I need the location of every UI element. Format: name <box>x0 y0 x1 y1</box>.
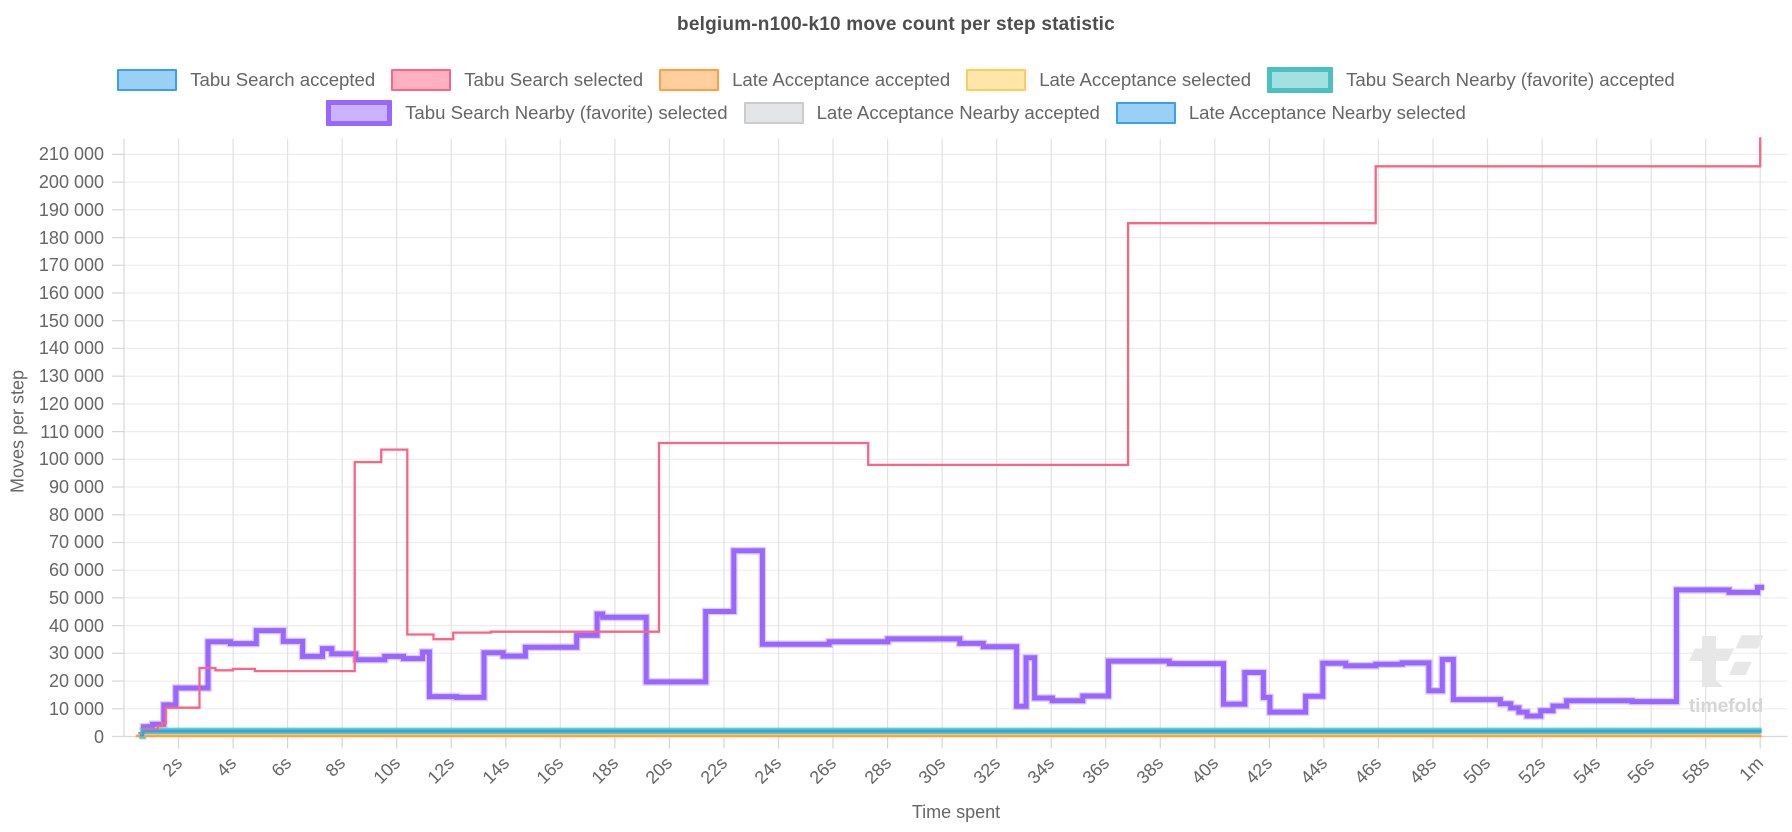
legend-swatch-icon <box>391 69 452 91</box>
y-tick-label: 170 000 <box>38 255 104 276</box>
y-tick-label: 10 000 <box>48 698 104 719</box>
y-tick-label: 130 000 <box>38 366 104 387</box>
grid-lines <box>112 138 1788 749</box>
legend-label: Late Acceptance accepted <box>732 69 951 90</box>
y-tick-label: 120 000 <box>38 393 104 414</box>
y-tick-label: 80 000 <box>48 504 104 525</box>
series-line <box>139 730 1762 737</box>
y-tick-label: 30 000 <box>48 643 104 664</box>
legend-swatch-icon <box>659 69 720 91</box>
legend-label: Late Acceptance Nearby selected <box>1188 102 1466 123</box>
y-tick-label: 200 000 <box>38 172 104 193</box>
y-tick-label: 160 000 <box>38 283 104 303</box>
y-tick-label: 110 000 <box>40 421 104 442</box>
legend-item[interactable]: Late Acceptance accepted <box>659 69 950 91</box>
legend-label: Tabu Search Nearby (favorite) accepted <box>1346 69 1675 90</box>
legend-item[interactable]: Tabu Search Nearby (favorite) selected <box>326 100 728 126</box>
series-line <box>140 137 1762 734</box>
legend-swatch-icon <box>117 69 178 91</box>
legend-row-2: Tabu Search Nearby (favorite) selected La… <box>0 99 1792 127</box>
y-axis-title: Moves per step <box>7 369 28 494</box>
y-tick-label: 100 000 <box>38 449 104 470</box>
y-tick-label: 0 <box>93 726 104 747</box>
legend-item[interactable]: Late Acceptance selected <box>966 69 1251 91</box>
legend-swatch-icon <box>743 102 804 124</box>
y-tick-label: 140 000 <box>38 338 104 359</box>
legend-label: Late Acceptance Nearby accepted <box>816 102 1100 123</box>
legend-item[interactable]: Tabu Search Nearby (favorite) accepted <box>1267 67 1675 93</box>
y-tick-label: 90 000 <box>48 477 104 498</box>
watermark-text: timefold <box>1688 695 1764 717</box>
legend-label: Tabu Search accepted <box>190 69 376 90</box>
y-tick-label: 190 000 <box>38 199 104 220</box>
legend-label: Tabu Search Nearby (favorite) selected <box>405 102 728 123</box>
y-tick-label: 50 000 <box>48 587 104 608</box>
x-axis-title: Time spent <box>911 802 1001 822</box>
legend-swatch-icon <box>1267 67 1334 93</box>
y-tick-label: 40 000 <box>48 615 104 636</box>
y-tick-label: 180 000 <box>38 227 104 248</box>
legend-row-1: Tabu Search accepted Tabu Search selected… <box>0 66 1792 94</box>
y-tick-label: 150 000 <box>38 310 104 331</box>
y-tick-label: 60 000 <box>48 560 104 581</box>
series-line <box>140 548 1765 733</box>
legend-swatch-icon <box>966 69 1027 91</box>
legend-swatch-icon <box>326 100 393 126</box>
legend-item[interactable]: Late Acceptance Nearby selected <box>1115 102 1466 124</box>
data-series-lines <box>135 137 1765 740</box>
legend-label: Tabu Search selected <box>464 69 644 90</box>
legend-swatch-icon <box>1115 102 1176 124</box>
chart-title: belgium-n100-k10 move count per step sta… <box>677 14 1115 35</box>
y-tick-label: 20 000 <box>48 671 104 692</box>
y-tick-label: 210 000 <box>38 144 104 165</box>
legend-item[interactable]: Tabu Search selected <box>391 69 643 91</box>
y-tick-label: 70 000 <box>48 532 104 553</box>
legend-label: Late Acceptance selected <box>1039 69 1252 90</box>
timefold-flag-logo-icon <box>1689 635 1764 687</box>
legend-item[interactable]: Late Acceptance Nearby accepted <box>743 102 1100 124</box>
legend-item[interactable]: Tabu Search accepted <box>117 69 375 91</box>
